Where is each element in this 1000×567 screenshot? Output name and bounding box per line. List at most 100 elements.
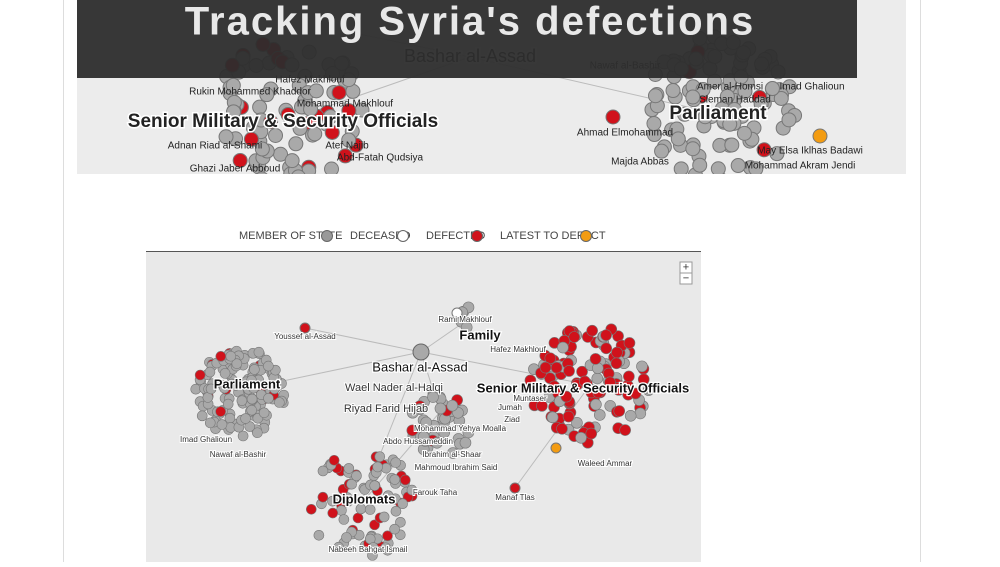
node [291,172,300,174]
banner-label: Mohammad Akram Jendi [745,161,856,172]
node [254,141,270,157]
node [613,405,626,417]
node [748,161,764,174]
banner-label: Abd-Fatah Qudsiya [337,153,424,164]
node-label: Farouk Taha [413,488,458,497]
node [246,404,257,416]
node [317,491,329,503]
node [593,409,606,421]
node [420,416,432,429]
node [337,148,353,164]
node-label: Muntaser [513,394,547,403]
node [343,463,355,474]
node [695,82,711,98]
node [673,161,689,174]
node-label: Ziad [504,415,520,424]
node [204,417,216,429]
node [612,384,625,396]
node [367,542,379,553]
zoom-out[interactable]: − [683,272,689,284]
node [623,370,635,383]
node [550,361,563,374]
node [236,395,248,406]
node [753,96,769,112]
node [556,423,568,435]
banner-label: Ahmad Elmohammad [577,128,673,139]
node [719,88,735,104]
node [274,397,285,408]
node [341,103,357,119]
node [451,307,463,319]
node [781,112,797,128]
node [670,131,686,147]
node [611,346,623,359]
node-label: Mahmoud Ibrahim Said [415,463,498,472]
node-label: Nawaf al-Bashir [210,450,267,459]
node [327,495,338,507]
node [280,106,296,122]
node [313,530,325,541]
zoom-out-button[interactable] [679,272,693,285]
node [284,153,300,169]
zoom-in[interactable]: + [683,261,689,273]
node [406,484,418,496]
node [727,102,743,118]
node [431,436,443,449]
node [447,447,459,459]
node [268,127,284,143]
node [246,393,258,405]
group-label: Family [459,327,501,342]
node [730,158,746,174]
node [692,157,708,173]
node [390,457,401,468]
banner-label: Majda Abbas [611,157,669,168]
node [446,399,459,412]
node [600,342,613,355]
node [226,104,242,120]
node [623,337,636,349]
node [677,106,693,122]
node-label: Riyad Farid Hijab [344,403,428,415]
node [417,430,430,443]
node [382,530,393,542]
legend-swatch [471,230,483,242]
node [219,382,230,394]
node [586,324,598,337]
node [434,402,447,415]
node [194,369,206,381]
node [389,474,401,485]
node [636,360,648,373]
node [710,161,726,174]
node [218,129,234,145]
node [324,161,340,174]
node [205,383,217,395]
node [764,81,780,97]
node [637,373,650,386]
node-label: Imad Ghalioun [180,435,232,444]
node [263,360,274,372]
node [252,427,263,439]
node [562,410,575,423]
node-label: Abdo Hussameddin [383,437,453,446]
node [352,512,364,524]
node [395,516,406,528]
node-label: Jumah [498,403,522,412]
node [380,542,391,554]
node [560,390,573,403]
node [378,511,390,523]
node [299,322,311,334]
legend-swatch [580,230,592,242]
node [327,507,339,519]
node [406,406,419,419]
node [397,498,408,509]
node [604,376,616,389]
node [427,391,439,403]
node [585,427,598,440]
node [714,172,723,174]
node [438,426,451,439]
node [634,407,647,420]
node [253,346,265,358]
node [756,142,772,158]
legend-label: DEFECTED [426,230,485,242]
